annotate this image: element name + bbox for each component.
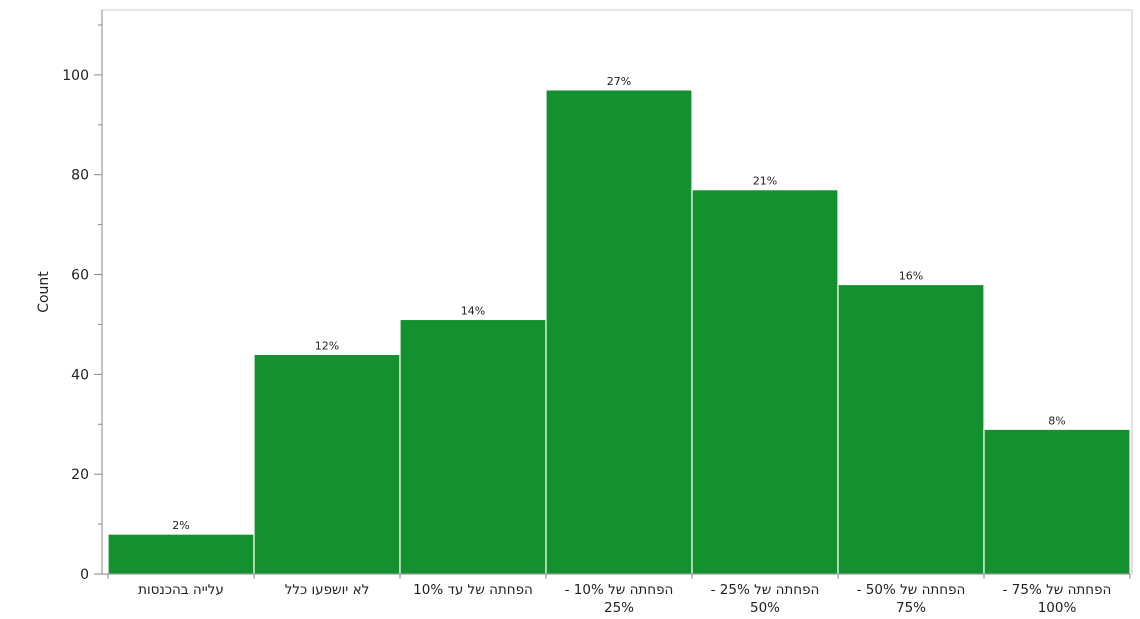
x-axis: עלייה בהכנסות לא יושפעו כלל הפחתה של עד 10… xyxy=(102,573,1131,616)
y-axis: 0 20 40 60 80 100 xyxy=(62,10,103,583)
y-axis-title: Count xyxy=(36,271,52,313)
x-category-label: עלייה בהכנסות xyxy=(138,582,224,598)
bar xyxy=(837,283,985,575)
bar-data-label: 8% xyxy=(1048,414,1065,427)
x-category-label: 25% xyxy=(604,600,634,616)
bar xyxy=(983,428,1131,575)
y-tick-label: 0 xyxy=(80,567,89,583)
bar-data-label: 21% xyxy=(753,175,777,188)
x-category-label: 75% xyxy=(896,600,926,616)
bars-group: 2% 12% 14% 27% 21% 16% 8% xyxy=(107,75,1131,575)
x-category-label: הפחתה של עד 10% xyxy=(413,582,533,598)
y-tick-label: 40 xyxy=(71,367,89,383)
x-category-label: לא יושפעו כלל xyxy=(285,582,370,598)
y-tick-label: 60 xyxy=(71,268,89,284)
y-tick-label: 100 xyxy=(62,68,89,84)
bar xyxy=(691,189,839,575)
x-category-label: הפחתה של 50% - xyxy=(857,582,966,598)
y-tick-label: 80 xyxy=(71,168,89,184)
x-category-label: הפחתה של 25% - xyxy=(711,582,820,598)
bar-data-label: 2% xyxy=(172,519,189,532)
y-tick-label: 20 xyxy=(71,467,89,483)
bar xyxy=(399,318,547,575)
x-category-label: הפחתה של 75% - xyxy=(1003,582,1112,598)
bar xyxy=(107,533,255,575)
bar-data-label: 27% xyxy=(607,75,631,88)
x-category-label: 50% xyxy=(750,600,780,616)
bar xyxy=(545,89,693,575)
bar xyxy=(253,353,401,575)
x-category-label: הפחתה של 10% - xyxy=(565,582,674,598)
bar-data-label: 16% xyxy=(899,270,923,283)
bar-data-label: 12% xyxy=(315,339,339,352)
x-category-label: 100% xyxy=(1038,600,1077,616)
bar-data-label: 14% xyxy=(461,304,485,317)
